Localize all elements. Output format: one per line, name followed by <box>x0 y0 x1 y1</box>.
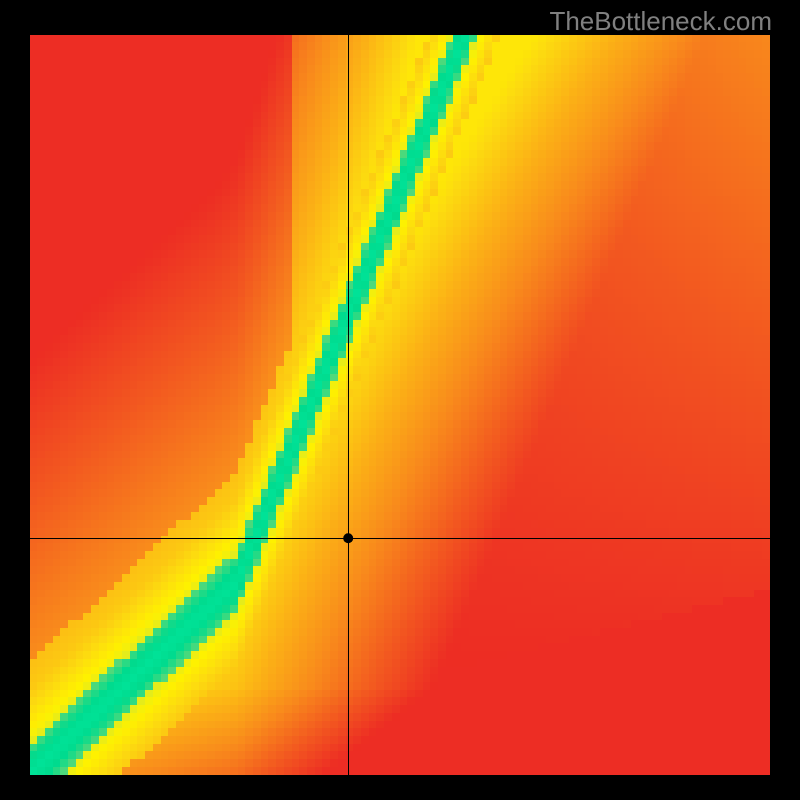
bottleneck-heatmap <box>30 35 770 775</box>
watermark-text: TheBottleneck.com <box>549 6 772 37</box>
